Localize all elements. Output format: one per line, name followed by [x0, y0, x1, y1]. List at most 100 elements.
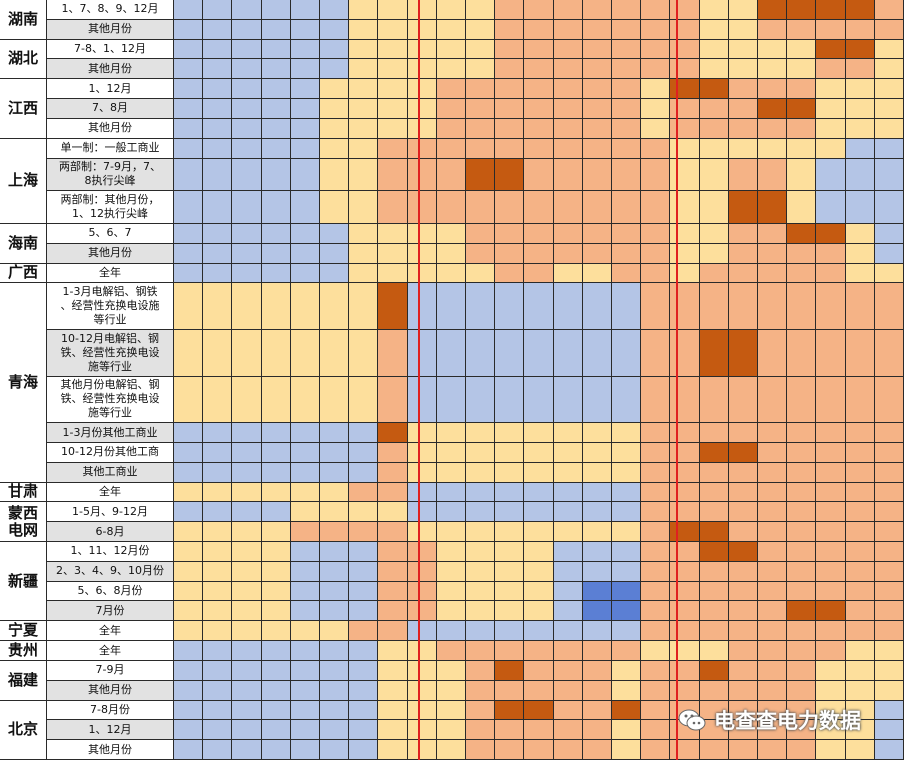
period-cell: [641, 522, 671, 542]
period-cell: [524, 79, 554, 100]
period-cell: [845, 223, 875, 244]
period-cell: [232, 243, 262, 264]
period-cell: [728, 542, 758, 562]
period-cell: [758, 720, 788, 741]
period-cell: [436, 561, 466, 582]
period-cell: [582, 99, 612, 119]
period-cell: [845, 79, 875, 100]
period-cell: [641, 660, 671, 681]
period-cell: [699, 138, 729, 159]
period-cell: [787, 191, 817, 224]
row-label: 10-12月电解铝、钢 铁、经营性充换电设 施等行业: [47, 329, 174, 377]
period-cell: [582, 720, 612, 741]
period-cell: [378, 720, 408, 741]
period-cell: [261, 0, 291, 20]
period-cell: [174, 641, 204, 661]
period-cell: [874, 223, 904, 244]
period-cell: [174, 79, 204, 100]
row-label: 其他月份: [47, 680, 174, 701]
period-cell: [174, 39, 204, 60]
period-cell: [466, 423, 496, 443]
period-cell: [261, 99, 291, 119]
period-cell: [290, 376, 320, 424]
period-cell: [553, 191, 583, 224]
period-cell: [407, 138, 437, 159]
period-cell: [466, 462, 496, 483]
period-cell: [261, 191, 291, 224]
period-cell: [728, 423, 758, 443]
period-cell: [290, 462, 320, 483]
period-cell: [816, 641, 846, 661]
period-cell: [582, 641, 612, 661]
period-cell: [816, 79, 846, 100]
period-cell: [349, 138, 379, 159]
period-cell: [466, 39, 496, 60]
period-cell: [582, 601, 612, 622]
period-cell: [816, 561, 846, 582]
period-cell: [758, 482, 788, 503]
row-label: 1-3月电解铝、钢铁 、经营性充换电设施 等行业: [47, 283, 174, 330]
period-cell: [641, 99, 671, 119]
period-cell: [816, 158, 846, 192]
period-cell: [874, 561, 904, 582]
period-cell: [290, 740, 320, 760]
period-cell: [874, 39, 904, 60]
period-cell: [728, 740, 758, 760]
period-cell: [378, 39, 408, 60]
period-cell: [524, 39, 554, 60]
period-cell: [466, 118, 496, 139]
period-cell: [407, 376, 437, 424]
period-cell: [261, 39, 291, 60]
period-cell: [466, 621, 496, 642]
period-cell: [232, 561, 262, 582]
watermark-text: 电查查电力数据: [714, 709, 861, 733]
period-cell: [787, 680, 817, 701]
period-cell: [845, 329, 875, 377]
period-cell: [728, 39, 758, 60]
row-label: 单一制：一般工商业: [47, 138, 174, 159]
province-name: 湖北: [0, 39, 47, 80]
period-cell: [845, 740, 875, 760]
period-cell: [758, 700, 788, 721]
period-cell: [436, 118, 466, 139]
period-cell: [174, 19, 204, 40]
period-cell: [787, 442, 817, 463]
period-cell: [495, 680, 525, 701]
period-cell: [290, 329, 320, 377]
period-cell: [203, 542, 233, 562]
period-cell: [436, 158, 466, 192]
period-cell: [699, 442, 729, 463]
period-cell: [787, 522, 817, 542]
period-cell: [495, 59, 525, 80]
period-cell: [174, 601, 204, 622]
period-cell: [174, 522, 204, 542]
period-cell: [203, 621, 233, 642]
period-cell: [436, 641, 466, 661]
period-cell: [466, 502, 496, 523]
period-cell: [874, 462, 904, 483]
period-cell: [670, 660, 700, 681]
period-cell: [232, 99, 262, 119]
period-cell: [495, 138, 525, 159]
period-cell: [728, 442, 758, 463]
period-cell: [699, 621, 729, 642]
period-cell: [787, 0, 817, 20]
period-cell: [378, 263, 408, 284]
period-cell: [290, 522, 320, 542]
period-cell: [758, 376, 788, 424]
period-cell: [758, 621, 788, 642]
period-cell: [641, 39, 671, 60]
period-cell: [874, 376, 904, 424]
row-label: 7月份: [47, 601, 174, 622]
row-label: 2、3、4、9、10月份: [47, 561, 174, 582]
period-cell: [816, 700, 846, 721]
period-cell: [641, 482, 671, 503]
period-cell: [816, 329, 846, 377]
period-cell: [203, 601, 233, 622]
period-cell: [407, 19, 437, 40]
period-cell: [553, 660, 583, 681]
period-cell: [582, 423, 612, 443]
period-cell: [582, 522, 612, 542]
period-cell: [758, 462, 788, 483]
period-cell: [728, 641, 758, 661]
